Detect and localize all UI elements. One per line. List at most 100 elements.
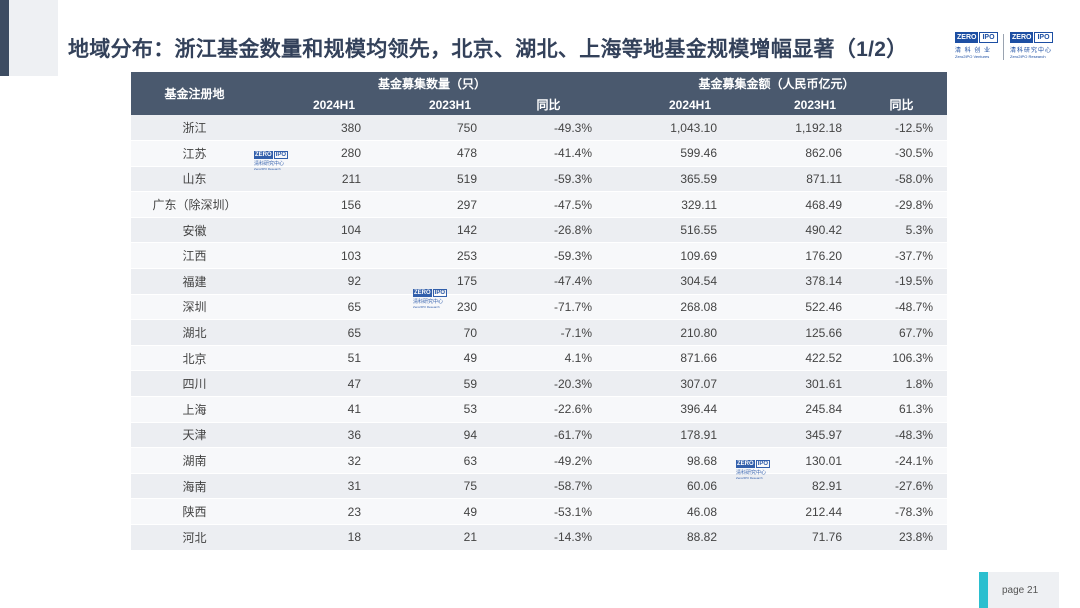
cell-amount-2023h1: 176.20 [731,242,857,270]
cell-count-2023h1: 297 [375,191,491,218]
cell-count-2024h1: 92 [258,268,375,295]
cell-count-2024h1: 18 [258,524,375,551]
fund-region-table-container: 基金注册地 基金募集数量（只） 基金募集金额（人民币亿元） 2024H1 202… [131,72,948,551]
cell-count-2024h1: 65 [258,319,375,346]
cell-amount-2024h1: 307.07 [606,370,732,398]
cell-amount-2024h1: 396.44 [606,396,732,423]
cell-amount-2024h1: 871.66 [606,345,732,372]
logo-divider [1003,34,1004,60]
table-row: 江苏 280 478 -41.4% 599.46 862.06 -30.5% [131,140,948,167]
table-row: 陕西 23 49 -53.1% 46.08 212.44 -78.3% [131,498,948,525]
cell-amount-2024h1: 329.11 [606,191,732,218]
cell-count-2023h1: 21 [375,524,491,551]
cell-amount-yoy: 106.3% [856,345,948,372]
watermark-logo: ZERO IPO 清科研究中心 Zero2IPO Research [736,460,771,480]
header-count-yoy: 同比 [491,94,607,115]
cell-count-yoy: -59.3% [491,166,607,193]
cell-count-2024h1: 156 [258,191,375,218]
table-row: 河北 18 21 -14.3% 88.82 71.76 23.8% [131,524,948,551]
cell-count-2023h1: 478 [375,140,491,167]
cell-count-yoy: -26.8% [491,217,607,244]
cell-count-2023h1: 70 [375,319,491,346]
table-row: 四川 47 59 -20.3% 307.07 301.61 1.8% [131,370,948,398]
cell-amount-yoy: 61.3% [856,396,948,423]
table-row: 山东 211 519 -59.3% 365.59 871.11 -58.0% [131,166,948,193]
cell-count-yoy: -14.3% [491,524,607,551]
cell-count-yoy: -47.5% [491,191,607,218]
cell-amount-2024h1: 599.46 [606,140,732,167]
cell-amount-yoy: -24.1% [856,447,948,474]
cell-region: 上海 [131,396,258,423]
cell-amount-2024h1: 365.59 [606,166,732,193]
cell-amount-2024h1: 109.69 [606,242,732,270]
table-row: 湖北 65 70 -7.1% 210.80 125.66 67.7% [131,319,948,346]
cell-count-2024h1: 280 [258,140,375,167]
cell-amount-2023h1: 125.66 [731,319,857,346]
cell-region: 湖北 [131,319,258,346]
cell-count-2023h1: 53 [375,396,491,423]
cell-region: 福建 [131,268,258,295]
table-row: 北京 51 49 4.1% 871.66 422.52 106.3% [131,345,948,372]
cell-amount-2023h1: 422.52 [731,345,857,372]
cell-region: 安徽 [131,217,258,244]
cell-count-2023h1: 750 [375,115,491,142]
cell-amount-2023h1: 490.42 [731,217,857,244]
cell-amount-2023h1: 378.14 [731,268,857,295]
cell-amount-yoy: 67.7% [856,319,948,346]
cell-count-2024h1: 32 [258,447,375,474]
cell-count-yoy: -49.3% [491,115,607,142]
page-title: 地域分布：浙江基金数量和规模均领先，北京、湖北、上海等地基金规模增幅显著（1/2… [68,38,908,61]
cell-amount-2023h1: 1,192.18 [731,115,857,142]
cell-count-2024h1: 103 [258,242,375,270]
cell-amount-2024h1: 1,043.10 [606,115,732,142]
table-row: 天津 36 94 -61.7% 178.91 345.97 -48.3% [131,422,948,449]
cell-count-2024h1: 380 [258,115,375,142]
cell-amount-2023h1: 468.49 [731,191,857,218]
cell-amount-2024h1: 98.68 [606,447,732,474]
cell-count-2023h1: 75 [375,473,491,500]
cell-amount-2023h1: 71.76 [731,524,857,551]
zero2ipo-research-logo: ZERO IPO 清科研究中心 Zero2IPO Research [1010,32,1053,59]
cell-count-2024h1: 41 [258,396,375,423]
header-count-2024h1: 2024H1 [258,94,375,115]
table-row: 深圳 65 230 -71.7% 268.08 522.46 -48.7% [131,294,948,321]
cell-count-2024h1: 104 [258,217,375,244]
cell-count-yoy: 4.1% [491,345,607,372]
cell-amount-yoy: 23.8% [856,524,948,551]
cell-count-2023h1: 519 [375,166,491,193]
cell-count-yoy: -53.1% [491,498,607,525]
cell-amount-2024h1: 210.80 [606,319,732,346]
cell-amount-2024h1: 88.82 [606,524,732,551]
cell-amount-2024h1: 304.54 [606,268,732,295]
cell-amount-yoy: -29.8% [856,191,948,218]
cell-count-yoy: -58.7% [491,473,607,500]
fund-region-table: 基金注册地 基金募集数量（只） 基金募集金额（人民币亿元） 2024H1 202… [131,72,948,551]
cell-count-2024h1: 23 [258,498,375,525]
page-number-accent [979,572,988,608]
cell-amount-2023h1: 301.61 [731,370,857,398]
table-row: 上海 41 53 -22.6% 396.44 245.84 61.3% [131,396,948,423]
table-row: 广东（除深圳） 156 297 -47.5% 329.11 468.49 -29.8% [131,191,948,218]
cell-count-yoy: -22.6% [491,396,607,423]
table-row: 江西 103 253 -59.3% 109.69 176.20 -37.7% [131,242,948,270]
left-accent-panel [9,0,58,76]
cell-amount-yoy: -48.3% [856,422,948,449]
header-fund-count-group: 基金募集数量（只） [258,72,607,94]
cell-region: 山东 [131,166,258,193]
cell-count-yoy: -47.4% [491,268,607,295]
cell-amount-2023h1: 345.97 [731,422,857,449]
cell-count-yoy: -41.4% [491,140,607,167]
cell-amount-2023h1: 871.11 [731,166,857,193]
cell-region: 江西 [131,242,258,270]
table-row: 浙江 380 750 -49.3% 1,043.10 1,192.18 -12.5% [131,115,948,142]
cell-amount-2023h1: 82.91 [731,473,857,500]
cell-region: 深圳 [131,294,258,321]
cell-amount-2023h1: 522.46 [731,294,857,321]
cell-count-2023h1: 49 [375,498,491,525]
cell-count-2023h1: 59 [375,370,491,398]
cell-amount-yoy: -48.7% [856,294,948,321]
cell-amount-2024h1: 268.08 [606,294,732,321]
watermark-logo: ZERO IPO 清科研究中心 Zero2IPO Research [413,289,448,309]
cell-amount-yoy: -37.7% [856,242,948,270]
header-region: 基金注册地 [131,72,258,115]
